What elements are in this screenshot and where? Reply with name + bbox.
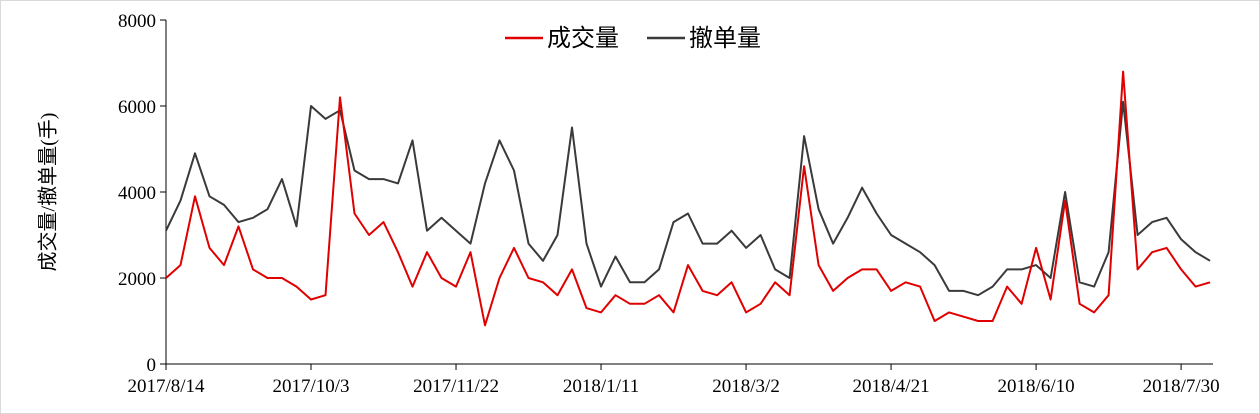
y-tick-label: 6000: [118, 97, 156, 118]
legend-label: 撤单量: [689, 25, 761, 52]
x-tick-label: 2018/6/10: [998, 376, 1075, 397]
legend-label: 成交量: [547, 25, 619, 52]
x-tick-label: 2017/11/22: [413, 376, 499, 397]
x-tick-label: 2017/8/14: [127, 376, 205, 397]
y-axis-label: 成交量/撤单量(手): [37, 113, 60, 272]
y-tick-label: 8000: [118, 11, 156, 32]
y-tick-label: 0: [147, 355, 157, 376]
x-tick-label: 2018/3/2: [712, 376, 780, 397]
x-tick-label: 2018/4/21: [853, 376, 930, 397]
x-tick-label: 2017/10/3: [272, 376, 349, 397]
x-tick-label: 2018/7/30: [1143, 376, 1220, 397]
y-tick-label: 2000: [118, 269, 156, 290]
data-line: [165, 70, 1211, 327]
x-tick-label: 2018/1/11: [563, 376, 639, 397]
y-tick-label: 4000: [118, 183, 156, 204]
